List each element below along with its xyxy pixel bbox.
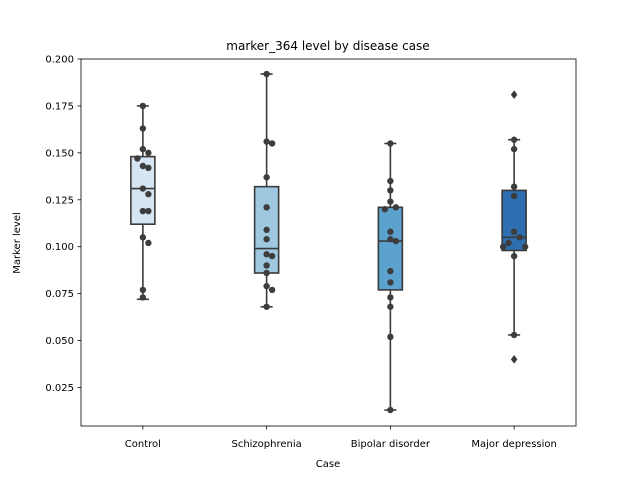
data-point [387, 177, 394, 185]
data-point [263, 262, 270, 269]
data-point [145, 207, 152, 215]
data-point [387, 140, 394, 147]
data-point [381, 205, 389, 213]
data-point [387, 303, 394, 310]
plot-area: 0.025 0.050 0.075 0.100 0.125 0.150 0.175 0.200… [45, 55, 577, 450]
data-point [263, 251, 270, 258]
data-point [268, 140, 276, 147]
data-point [521, 243, 529, 250]
y-tick-label: 0.200 [45, 55, 74, 66]
data-point [145, 190, 152, 198]
data-point [139, 102, 147, 110]
data-point [387, 267, 394, 275]
y-tick-label: 0.075 [45, 289, 74, 300]
data-point [145, 149, 152, 157]
data-point [387, 333, 394, 341]
data-point [392, 204, 400, 211]
data-point [263, 70, 270, 78]
data-point [510, 136, 518, 143]
data-point [139, 234, 147, 241]
data-point [139, 294, 147, 301]
y-tick-label: 0.175 [45, 101, 74, 112]
x-tick-label: Major depression [471, 439, 557, 450]
data-point [387, 279, 394, 286]
data-point [134, 155, 141, 162]
y-tick-label: 0.125 [45, 195, 74, 206]
data-point [499, 243, 507, 250]
data-point [510, 192, 518, 200]
x-axis-label: Case [316, 459, 340, 470]
data-point [268, 286, 276, 294]
box-4 [501, 189, 527, 252]
data-point [139, 286, 147, 294]
data-point [263, 138, 270, 145]
data-point [263, 236, 270, 243]
data-point [139, 125, 147, 132]
y-tick-label: 0.100 [45, 242, 74, 253]
y-tick-label: 0.025 [45, 383, 74, 394]
data-point [387, 198, 394, 205]
data-point [263, 282, 270, 290]
data-point [387, 406, 394, 414]
data-point [139, 162, 147, 170]
data-point [510, 145, 518, 153]
data-point [263, 226, 270, 234]
data-point [263, 204, 270, 211]
data-point [145, 239, 152, 247]
data-point [516, 234, 523, 241]
data-point [145, 164, 152, 172]
data-point [510, 331, 518, 339]
box-3 [377, 206, 404, 291]
data-point [139, 207, 147, 215]
outlier-marker [510, 354, 518, 364]
data-point [268, 252, 276, 260]
x-tick-label: Control [125, 439, 161, 450]
data-point [392, 237, 400, 245]
data-point [387, 228, 394, 235]
data-point [510, 183, 518, 190]
data-point [387, 294, 394, 301]
data-point [510, 228, 518, 235]
chart-title: marker_364 level by disease case [226, 39, 429, 53]
data-point [263, 303, 270, 310]
x-tick-label: Schizophrenia [231, 439, 301, 450]
plot-frame [80, 58, 577, 427]
data-point [263, 269, 270, 277]
y-axis-label: Marker level [12, 212, 23, 274]
data-point [505, 239, 512, 247]
y-tick-label: 0.050 [45, 336, 74, 347]
y-tick-label: 0.150 [45, 148, 74, 159]
data-point [139, 185, 147, 192]
data-point [510, 252, 518, 260]
data-point [263, 174, 270, 181]
data-point [387, 236, 394, 243]
data-point [387, 187, 394, 194]
outlier-marker [510, 90, 518, 100]
data-point [139, 145, 147, 153]
x-tick-label: Bipolar disorder [351, 439, 431, 450]
